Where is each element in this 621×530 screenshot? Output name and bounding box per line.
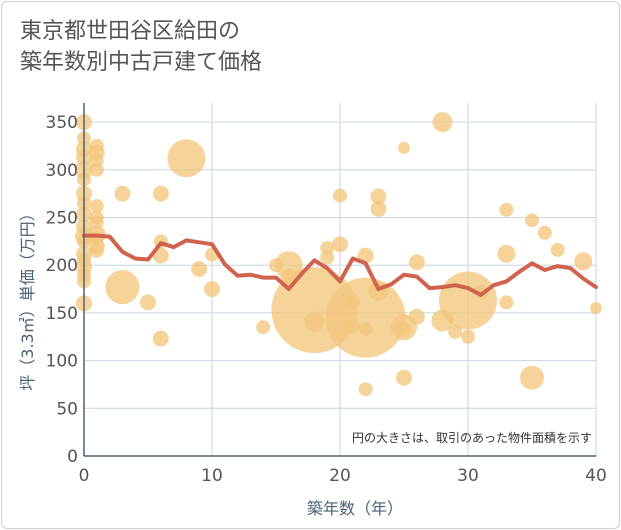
bubble-point-56 xyxy=(370,188,387,205)
chart-title: 東京都世田谷区給田の 築年数別中古戸建て価格 xyxy=(20,16,262,78)
bubble-point-49 xyxy=(332,236,348,253)
size-annotation: 円の大きさは、取引のあった物件面積を示す xyxy=(352,430,592,445)
axes xyxy=(83,103,596,457)
chart-title-line-1: 東京都世田谷区給田の xyxy=(20,19,241,44)
y-tick-label-200: 200 xyxy=(46,256,78,276)
bubble-point-61 xyxy=(397,322,411,337)
bubble-point-21 xyxy=(89,162,104,177)
bubble-point-78 xyxy=(574,252,593,271)
bubble-point-45 xyxy=(304,311,325,332)
bubble-point-79 xyxy=(590,302,602,315)
x-axis-label: 築年数（年） xyxy=(307,499,403,518)
y-tick-label-350: 350 xyxy=(46,113,78,133)
y-tick-label-150: 150 xyxy=(46,304,78,324)
bubble-point-70 xyxy=(473,284,488,299)
x-tick-label-20: 20 xyxy=(329,466,351,486)
x-tick-label-30: 30 xyxy=(457,466,479,486)
y-tick-label-300: 300 xyxy=(46,161,78,181)
bubble-point-32 xyxy=(152,185,169,202)
bubble-point-55 xyxy=(358,382,373,397)
chart-title-line-2: 築年数別中古戸建て価格 xyxy=(20,50,263,75)
bubble-series xyxy=(75,112,602,397)
bubble-point-62 xyxy=(396,369,412,386)
bubble-point-54 xyxy=(358,322,373,337)
bubble-point-68 xyxy=(439,271,497,330)
bubble-point-76 xyxy=(537,225,552,240)
bubble-point-77 xyxy=(550,242,565,257)
bubble-point-35 xyxy=(152,330,169,347)
bubble-point-71 xyxy=(499,202,514,217)
bubble-point-57 xyxy=(370,200,387,217)
bubble-point-53 xyxy=(325,277,406,358)
bubble-point-47 xyxy=(320,250,335,265)
bubble-point-34 xyxy=(152,247,169,264)
bubble-point-28 xyxy=(89,243,104,258)
y-tick-label-100: 100 xyxy=(46,352,78,372)
trend-line xyxy=(82,233,598,297)
trend-line-group xyxy=(82,233,598,297)
bubble-point-72 xyxy=(497,244,516,263)
x-tick-label-10: 10 xyxy=(201,466,223,486)
bubble-point-65 xyxy=(432,112,453,133)
y-tick-label-50: 50 xyxy=(56,399,78,419)
bubble-point-59 xyxy=(398,141,410,154)
bubble-point-31 xyxy=(140,294,156,311)
x-tick-label-40: 40 xyxy=(585,466,607,486)
bubble-point-29 xyxy=(114,185,131,202)
bubble-point-36 xyxy=(167,139,206,178)
y-tick-label-250: 250 xyxy=(46,208,78,228)
x-tick-label-0: 0 xyxy=(79,466,90,486)
bubble-point-69 xyxy=(461,329,475,344)
bubble-point-37 xyxy=(191,261,208,278)
tick-labels: 0 50 100 150 200 250 300 350 0 10 20 30 40 xyxy=(46,113,607,486)
y-tick-label-0: 0 xyxy=(67,447,78,467)
bubble-point-67 xyxy=(448,324,463,339)
bubble-point-52 xyxy=(357,247,374,264)
bubble-point-48 xyxy=(333,188,347,203)
bubble-point-40 xyxy=(256,320,271,335)
bubble-point-39 xyxy=(204,281,220,298)
bubble-point-75 xyxy=(520,365,544,390)
bubble-point-73 xyxy=(499,295,514,310)
bubble-point-74 xyxy=(525,213,539,228)
bubble-point-64 xyxy=(408,308,425,325)
bubble-point-22 xyxy=(89,199,104,214)
bubble-point-63 xyxy=(408,254,425,271)
bubble-point-30 xyxy=(105,270,140,305)
y-axis-label: 坪（3.3㎡）単価（万円） xyxy=(18,205,37,390)
bubble-point-24 xyxy=(89,215,104,230)
